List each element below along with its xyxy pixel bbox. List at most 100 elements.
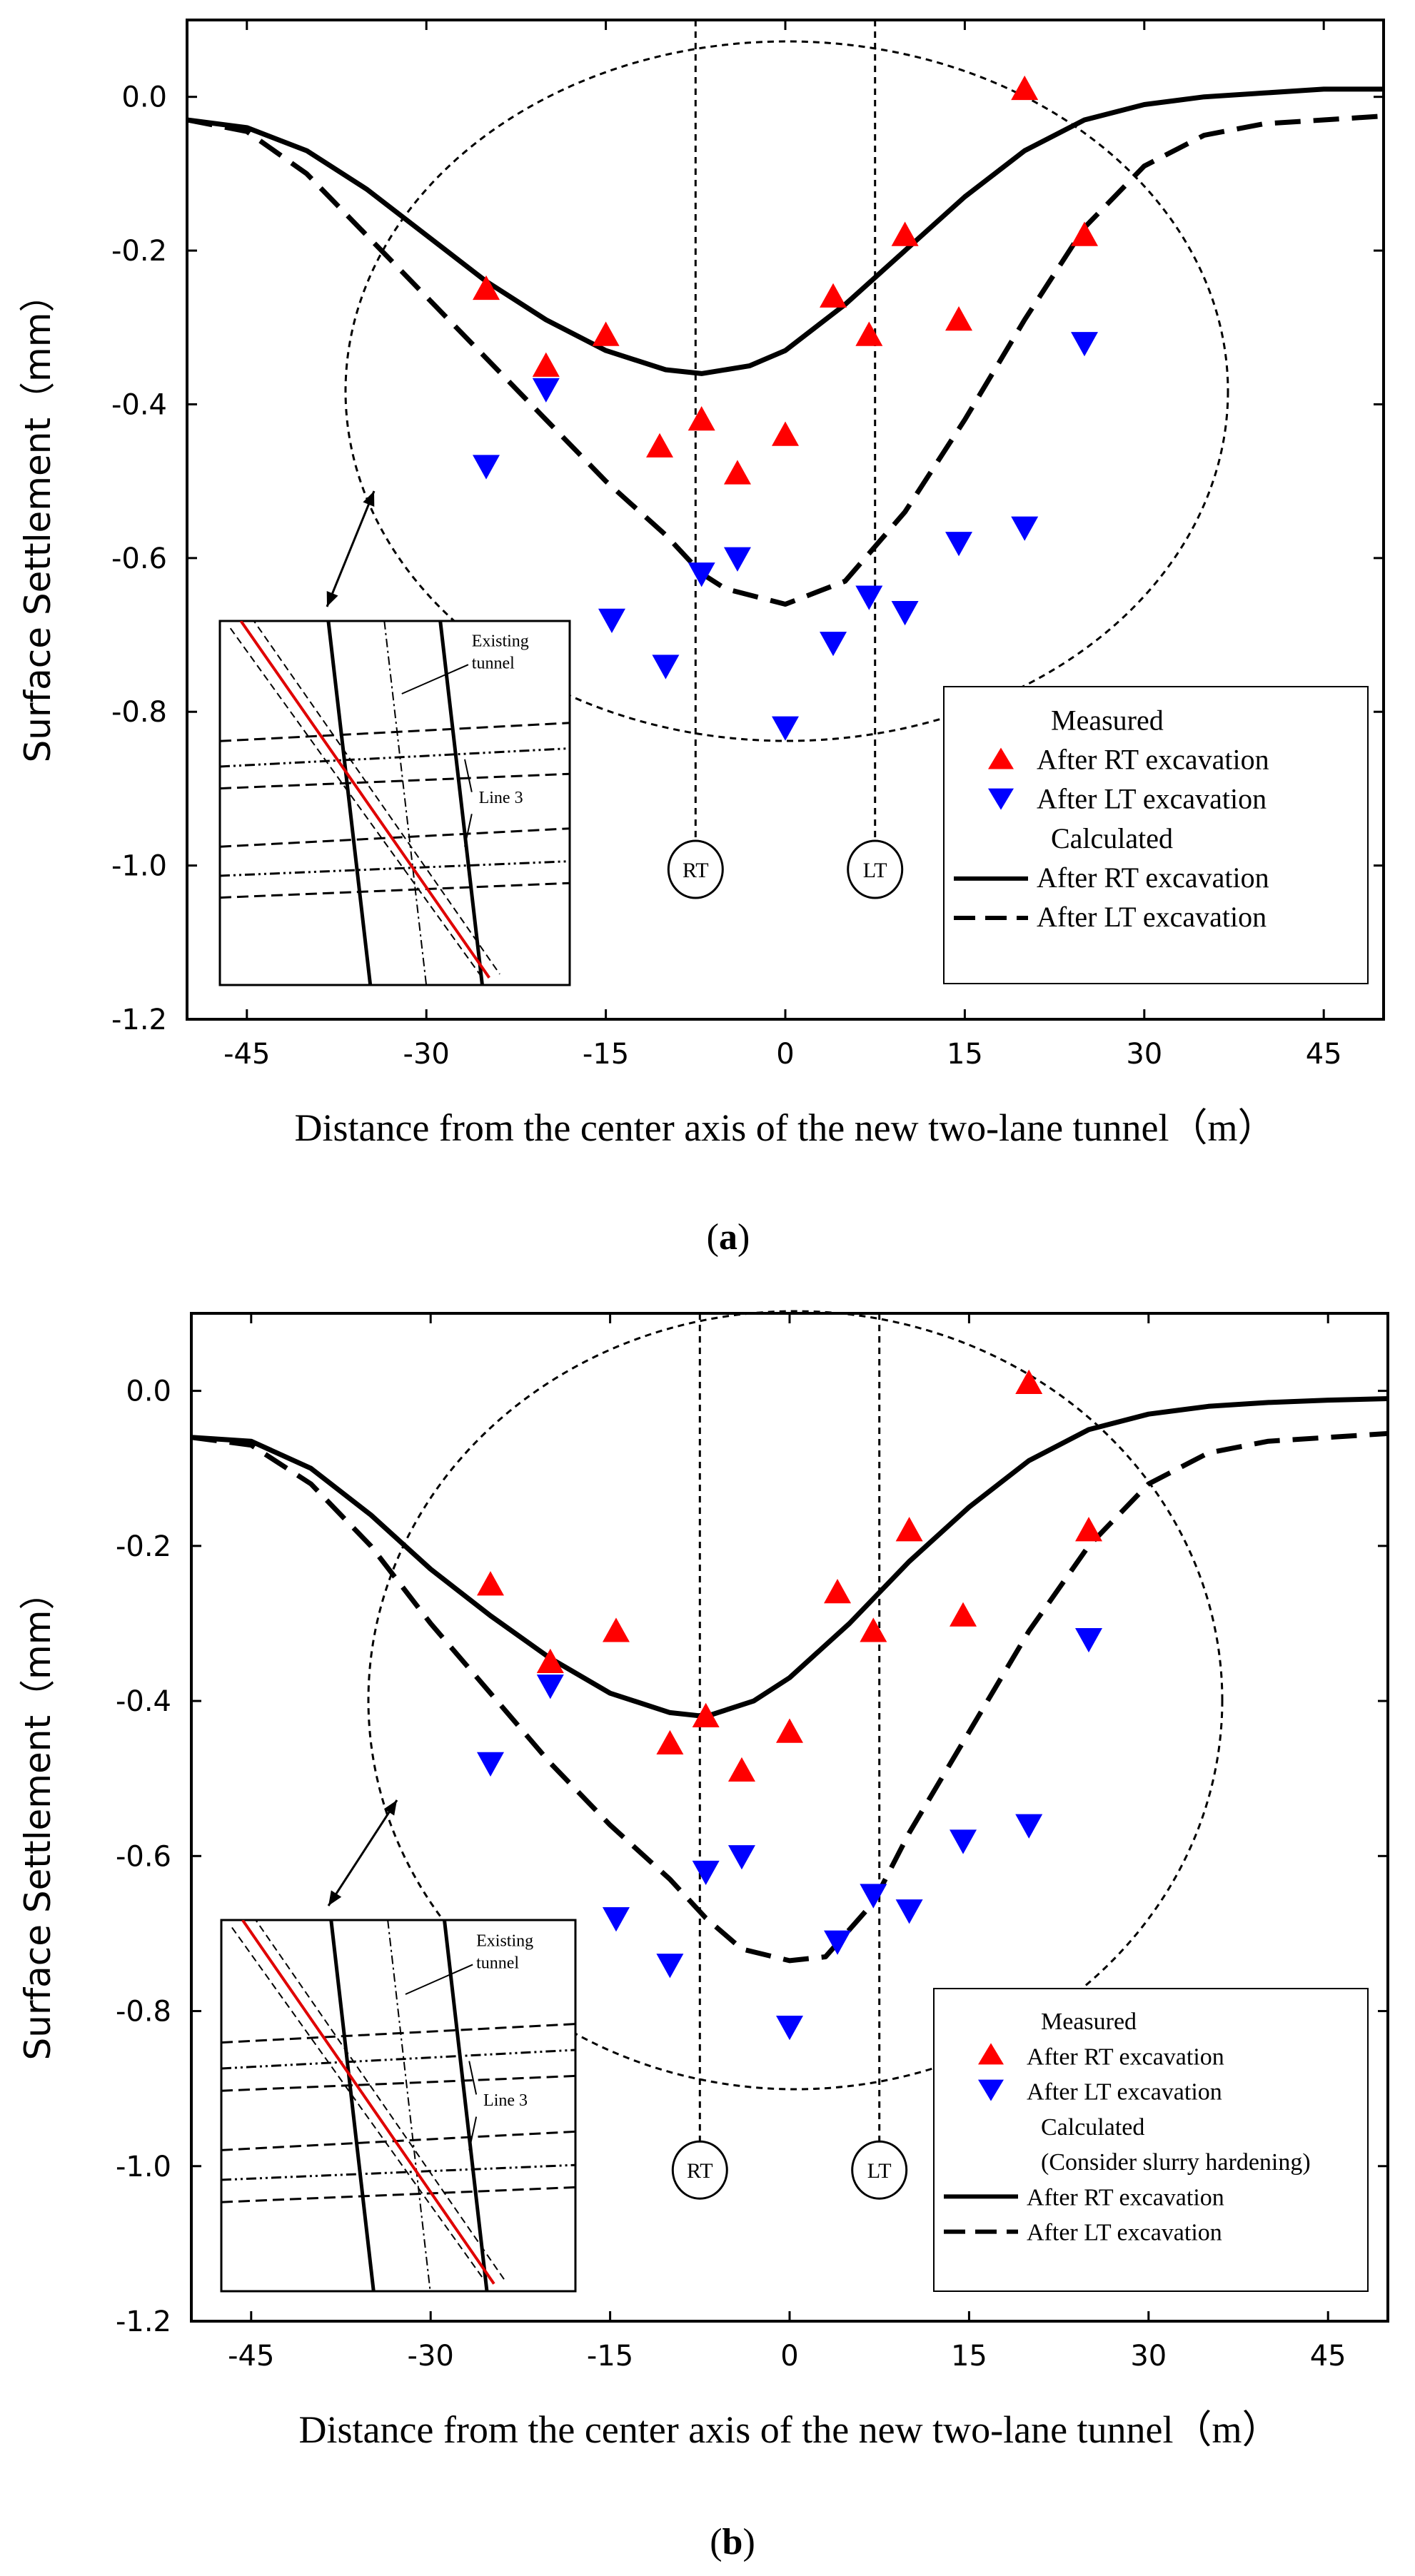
inset-band-line bbox=[221, 2023, 575, 2044]
panel-caption-letter: a bbox=[719, 1217, 737, 1258]
rt-measured-point-12 bbox=[1071, 221, 1098, 246]
rt-measured-point-1 bbox=[532, 352, 560, 377]
y-axis-label: Surface Settlement（mm） bbox=[17, 277, 59, 763]
x-tick-label: 30 bbox=[1130, 2340, 1167, 2373]
y-tick-label: -0.8 bbox=[111, 696, 167, 729]
x-tick-label: 0 bbox=[780, 2340, 798, 2373]
marker-circle-lt bbox=[847, 839, 904, 899]
inset-band-line bbox=[221, 2130, 575, 2151]
y-tick-label: 0.0 bbox=[121, 81, 167, 114]
rt-measured-point-8 bbox=[855, 321, 883, 346]
rt-measured-point-7 bbox=[820, 283, 847, 308]
inset-tunnel-wall-left bbox=[326, 621, 373, 985]
legend-rt-measured-marker bbox=[978, 2043, 1004, 2065]
inset-band-line bbox=[220, 882, 570, 899]
legend-rt-measured-label: After RT excavation bbox=[1037, 743, 1269, 775]
lt-measured-point-9 bbox=[895, 1899, 923, 1924]
inset-pointer bbox=[401, 664, 469, 694]
callout-arrow bbox=[326, 490, 376, 607]
marker-label-rt: RT bbox=[683, 859, 709, 882]
inset-tunnel-wall-right bbox=[442, 1920, 489, 2291]
x-tick-label: 0 bbox=[776, 1038, 794, 1071]
x-tick-label: -15 bbox=[587, 2340, 633, 2373]
inset-pointer bbox=[468, 2061, 478, 2095]
y-axis-label: Surface Settlement（mm） bbox=[17, 1575, 59, 2061]
inset-band-line bbox=[221, 2163, 575, 2181]
inset-band-line bbox=[220, 827, 570, 848]
inset-label-tunnel: tunnel bbox=[472, 654, 515, 672]
inset-pointer bbox=[464, 759, 473, 792]
marker-circle-rt bbox=[671, 2140, 728, 2200]
marker-label-lt: LT bbox=[867, 2159, 892, 2183]
x-tick-label: 15 bbox=[947, 1038, 983, 1071]
legend-rt-measured-label: After RT excavation bbox=[1027, 2044, 1224, 2070]
lt-measured-point-2 bbox=[598, 608, 625, 633]
callout-arrowhead bbox=[326, 591, 338, 607]
panel-caption-open: ( bbox=[710, 2522, 722, 2562]
panel-caption: (b) bbox=[710, 2522, 755, 2562]
inset-label-line3: Line 3 bbox=[483, 2091, 528, 2110]
series-rt-calculated-line bbox=[191, 1396, 1389, 1719]
inset-band-line bbox=[221, 2186, 575, 2203]
legend: Measured After RT excavation After LT exca… bbox=[933, 1988, 1369, 2292]
x-tick-label: 30 bbox=[1126, 1038, 1162, 1071]
y-tick-label: -0.2 bbox=[111, 235, 167, 268]
x-tick-label: -45 bbox=[223, 1038, 270, 1071]
series-lt-calculated-line bbox=[186, 113, 1384, 607]
inset-new-tunnel-edge bbox=[253, 621, 500, 975]
y-tick-label: -0.4 bbox=[111, 388, 167, 421]
inset-frame bbox=[218, 620, 571, 986]
lt-measured-point-7 bbox=[820, 632, 847, 657]
legend-lt-measured-label: After LT excavation bbox=[1037, 783, 1267, 815]
legend: Measured After RT excavation After LT exca… bbox=[943, 686, 1369, 984]
lt-measured-point-4 bbox=[688, 562, 715, 587]
inset-band-line bbox=[220, 722, 570, 742]
rt-measured-point-7 bbox=[824, 1579, 852, 1604]
lt-measured-point-6 bbox=[776, 2016, 803, 2041]
x-tick-label: 45 bbox=[1306, 1038, 1342, 1071]
legend-rt-calc-label: After RT excavation bbox=[1027, 2184, 1224, 2211]
inset-tunnel-wall-left bbox=[329, 1920, 376, 2291]
lt-measured-point-12 bbox=[1075, 1627, 1102, 1653]
inset-tunnel-wall-right bbox=[438, 621, 484, 985]
y-tick-label: -0.2 bbox=[116, 1530, 171, 1563]
chart-panel-b: RT LT Existing tunnel Line 3 Measured After RT… bbox=[17, 1310, 1389, 2562]
inset-new-tunnel-axis bbox=[239, 621, 490, 979]
y-tick-label: -1.0 bbox=[116, 2151, 171, 2183]
x-tick-label: 45 bbox=[1310, 2340, 1346, 2373]
rt-measured-point-10 bbox=[945, 306, 973, 331]
legend-rt-calc-label: After RT excavation bbox=[1037, 862, 1269, 894]
legend-calculated-note: (Consider slurry hardening) bbox=[1041, 2149, 1311, 2176]
panel-caption-close: ) bbox=[737, 1217, 750, 1258]
y-tick-label: -1.2 bbox=[111, 1004, 167, 1036]
rt-measured-point-3 bbox=[646, 433, 674, 458]
x-tick-label: -15 bbox=[583, 1038, 629, 1071]
x-tick-label: -30 bbox=[408, 2340, 454, 2373]
inset-content bbox=[220, 621, 570, 985]
inset-content bbox=[221, 1920, 575, 2291]
legend-lt-calc-label: After LT excavation bbox=[1037, 901, 1267, 933]
x-axis-label: Distance from the center axis of the new… bbox=[294, 1106, 1276, 1149]
y-tick-label: -0.6 bbox=[116, 1840, 171, 1873]
rt-measured-point-0 bbox=[477, 1571, 504, 1596]
inset-schematic: Existing tunnel Line 3 bbox=[220, 1919, 577, 2293]
marker-label-lt: LT bbox=[863, 859, 887, 882]
lt-measured-point-2 bbox=[602, 1907, 630, 1932]
legend-lt-measured-marker bbox=[988, 788, 1014, 810]
zone-circle bbox=[344, 40, 1229, 742]
lt-measured-point-5 bbox=[727, 1845, 755, 1870]
rt-measured-point-8 bbox=[860, 1617, 887, 1642]
legend-frame bbox=[933, 1988, 1369, 2292]
panel-caption-letter: b bbox=[722, 2522, 743, 2562]
rt-measured-point-2 bbox=[602, 1617, 630, 1642]
inset-tunnel-axis bbox=[383, 621, 428, 985]
lt-measured-point-7 bbox=[824, 1930, 852, 1955]
y-tick-label: 0.0 bbox=[126, 1375, 171, 1408]
zone-circle bbox=[367, 1310, 1224, 2091]
rt-measured-point-12 bbox=[1075, 1517, 1102, 1542]
legend-rt-measured-marker bbox=[988, 747, 1014, 769]
lt-measured-point-3 bbox=[652, 655, 680, 680]
x-axis-label: Distance from the center axis of the new… bbox=[298, 2408, 1280, 2451]
rt-measured-point-9 bbox=[891, 221, 919, 246]
